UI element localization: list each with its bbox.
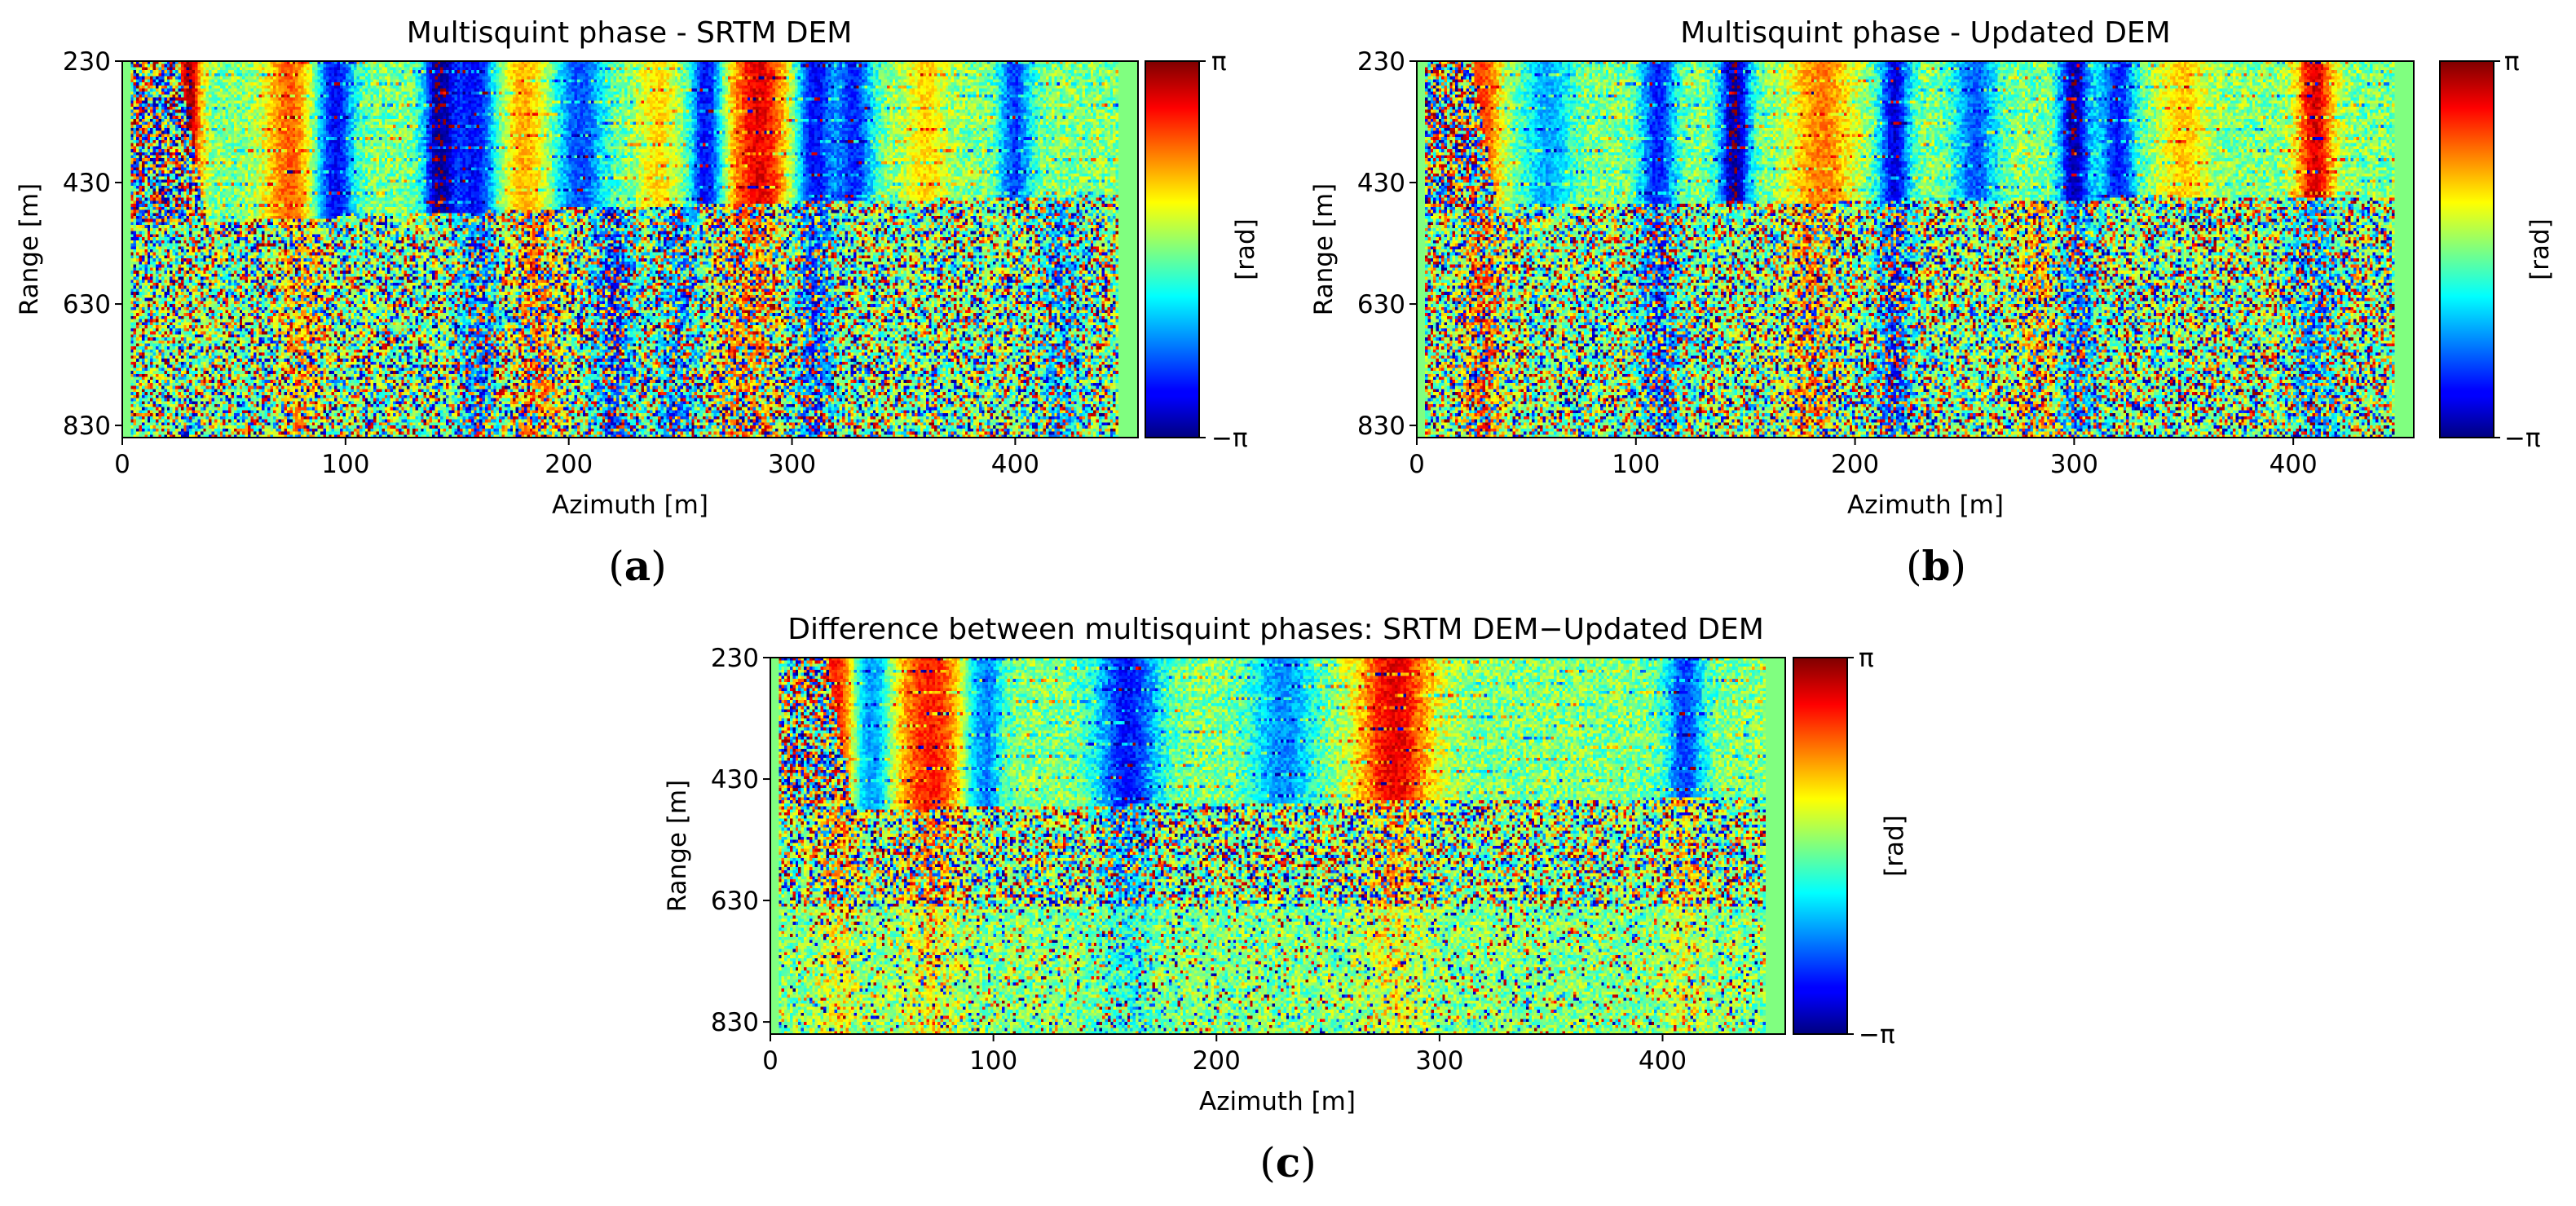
panel-c-x-tick-label: 100 [969, 1046, 1017, 1076]
panel-b-heatmap [1417, 61, 2414, 438]
panel-a-heatmap [122, 61, 1138, 438]
panel-b-x-tick-label: 100 [1612, 450, 1660, 479]
panel-b-y-tick-label: 830 [1357, 412, 1405, 441]
panel-a-y-tick-label: 630 [63, 290, 111, 319]
panel-a-frame [121, 60, 1139, 438]
panel-b: Multisquint phase - Updated DEM 0 100 200 3… [1309, 16, 2555, 590]
panel-c-caption-letter: c [1276, 1138, 1300, 1186]
panel-c-x-tick-label: 300 [1415, 1046, 1463, 1076]
panel-b-colorbar [2439, 60, 2494, 438]
panel-c-colorbar-max: π [1859, 644, 1874, 673]
panel-c-colorbar-label: [rad] [1880, 815, 1909, 877]
panel-a-x-tick-label: 400 [991, 450, 1039, 479]
panel-a-ylabel: Range [m] [15, 183, 44, 316]
panel-a-x-tick-label: 0 [114, 450, 130, 479]
panel-a-title: Multisquint phase - SRTM DEM [407, 16, 853, 50]
panel-a-caption: (a) [608, 542, 666, 590]
panel-a-caption-letter: a [624, 542, 651, 590]
panel-b-y-tick-label: 230 [1357, 47, 1405, 77]
panel-c-frame [770, 657, 1786, 1035]
panel-b-y-tick-label: 630 [1357, 290, 1405, 319]
panel-b-x-tick-label: 200 [1831, 450, 1879, 479]
panel-a-x-tick-label: 200 [545, 450, 593, 479]
panel-b-x-axis: 0 100 200 300 400 [1409, 438, 2318, 479]
panel-c-y-tick-label: 830 [711, 1008, 759, 1037]
panel-c-y-tick-label: 630 [711, 887, 759, 916]
panel-b-colorbar-min: −π [2504, 424, 2541, 453]
panel-b-colorbar-label: [rad] [2525, 218, 2555, 280]
panel-b-y-axis: 230 430 630 830 [1357, 47, 1417, 441]
panel-a-y-tick-label: 230 [63, 47, 111, 77]
panel-c-y-tick-label: 430 [711, 765, 759, 794]
panel-a-colorbar-min: −π [1211, 424, 1248, 453]
panel-c-y-axis: 230 430 630 830 [711, 644, 770, 1037]
panel-c-heatmap [770, 658, 1785, 1034]
panel-b-x-tick-label: 400 [2269, 450, 2318, 479]
panel-a-colorbar [1145, 60, 1200, 438]
panel-c-x-tick-label: 0 [762, 1046, 779, 1076]
panel-c-y-tick-label: 230 [711, 644, 759, 673]
panel-c-colorbar-min: −π [1859, 1020, 1895, 1050]
panel-c-title: Difference between multisquint phases: S… [787, 613, 1764, 646]
panel-b-caption-letter: b [1922, 542, 1951, 590]
panel-c-x-axis: 0 100 200 300 400 [762, 1034, 1687, 1076]
panel-a: Multisquint phase - SRTM DEM 0 100 200 300 4… [15, 16, 1260, 590]
panel-a-x-tick-label: 100 [321, 450, 369, 479]
panel-c-ylabel: Range [m] [663, 780, 692, 913]
panel-b-colorbar-max: π [2504, 47, 2520, 77]
panel-b-x-tick-label: 0 [1409, 450, 1425, 479]
panel-a-y-tick-label: 830 [63, 412, 111, 441]
panel-b-y-tick-label: 430 [1357, 169, 1405, 198]
panel-c-xlabel: Azimuth [m] [1199, 1087, 1356, 1116]
panel-b-x-tick-label: 300 [2050, 450, 2098, 479]
panel-c-x-tick-label: 200 [1193, 1046, 1241, 1076]
panel-b-title: Multisquint phase - Updated DEM [1680, 16, 2171, 50]
panel-a-y-axis: 230 430 630 830 [63, 47, 122, 441]
panel-c: Difference between multisquint phases: S… [663, 613, 1909, 1186]
panel-a-colorbar-max: π [1211, 47, 1227, 77]
panel-a-xlabel: Azimuth [m] [552, 491, 708, 520]
panel-a-x-tick-label: 300 [768, 450, 816, 479]
panel-a-colorbar-label: [rad] [1231, 218, 1260, 280]
panel-c-colorbar [1793, 657, 1848, 1035]
panel-b-xlabel: Azimuth [m] [1847, 491, 2004, 520]
panel-a-y-tick-label: 430 [63, 169, 111, 198]
panel-b-ylabel: Range [m] [1309, 183, 1339, 316]
panel-b-frame [1416, 60, 2415, 438]
panel-b-caption: (b) [1906, 542, 1966, 590]
panel-c-x-tick-label: 400 [1639, 1046, 1687, 1076]
panel-a-x-axis: 0 100 200 300 400 [114, 438, 1039, 479]
panel-c-caption: (c) [1259, 1138, 1316, 1186]
